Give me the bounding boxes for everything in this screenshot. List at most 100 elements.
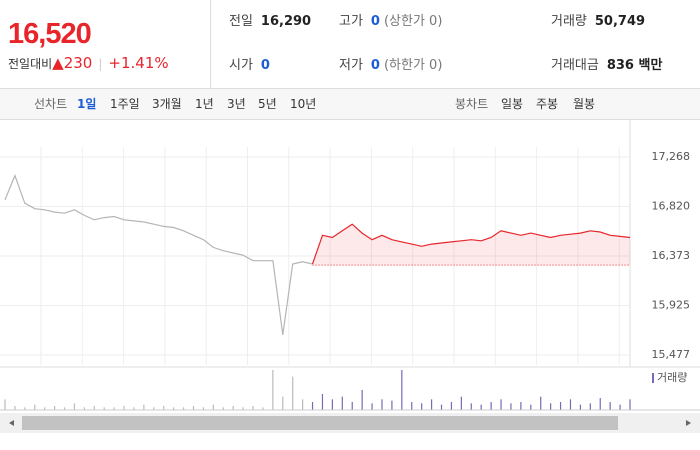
y-tick-label: 16,820 (652, 200, 691, 213)
candle-tab[interactable]: 일봉 (501, 97, 524, 111)
volume-bar (530, 404, 532, 410)
chart: 15,477 15,925 16,373 16,820 17,268 거래량 (0, 120, 700, 433)
stats: 전일 16,290 고가 0 (상한가 0) 거래량 50,749 시가 0 저가 0 (하한가 0)… (210, 0, 700, 88)
tab-group-label: 봉차트 (455, 97, 489, 111)
legend-swatch (652, 373, 654, 383)
stat: 시가 0 (229, 44, 270, 88)
y-tick-label: 16,373 (652, 249, 691, 262)
stat-label: 전일 (229, 14, 253, 29)
change: 전일대비▲230 | +1.41% (8, 54, 169, 72)
volume-bar (371, 403, 373, 410)
stat: 전일 16,290 (229, 0, 311, 44)
stat-note: (하한가 0) (383, 58, 443, 73)
period-tab[interactable]: 3개월 (152, 97, 182, 111)
stat-label: 거래량 (551, 14, 587, 29)
period-tab[interactable]: 1일 (77, 97, 97, 111)
volume-bar (470, 403, 472, 410)
volume-bar (321, 394, 324, 410)
period-tab[interactable]: 5년 (258, 97, 277, 111)
scroll-right[interactable] (686, 420, 691, 426)
quote-header: 16,520 전일대비▲230 | +1.41% 전일 16,290 고가 0 (상한가 0… (0, 0, 700, 89)
volume-bar (242, 407, 244, 410)
volume-bar (252, 406, 254, 410)
volume-bar (550, 403, 552, 410)
volume-bar (83, 407, 85, 410)
y-tick-label: 15,477 (652, 348, 691, 361)
volume-bar (153, 407, 155, 410)
volume-bar (351, 402, 353, 410)
volume-bar (391, 400, 393, 410)
candle-tab[interactable]: 주봉 (536, 97, 559, 111)
stat-label: 저가 (339, 58, 363, 73)
volume-bar (133, 407, 135, 410)
stat-value: 50,749 (594, 14, 646, 29)
stat: 거래대금 836 백만 (551, 44, 662, 88)
volume-bar (510, 403, 512, 410)
y-tick-label: 15,925 (652, 298, 691, 311)
volume-bar (381, 399, 383, 410)
volume-bar (143, 404, 145, 410)
volume-bar (480, 404, 482, 410)
volume-bar (450, 402, 453, 410)
volume-bar (500, 399, 502, 410)
divider: | (98, 57, 103, 71)
change-amount: 230 (63, 54, 93, 72)
area (312, 224, 630, 266)
volume-bar (173, 407, 175, 410)
change-value: ▲230 (52, 54, 93, 72)
volume-bar (4, 399, 6, 410)
stat: 고가 0 (상한가 0) (339, 0, 442, 44)
price-line (4, 173, 313, 335)
volume-bar (113, 407, 115, 410)
volume-bar (292, 376, 294, 410)
volume-bar (311, 402, 314, 410)
period-tabs: 선차트 1일 1주일 3개월 1년 3년 5년 10년 봉차트 일봉 주봉 월봉 (0, 89, 700, 120)
volume-bar (232, 406, 234, 410)
volume-bar (579, 404, 581, 410)
stat-value: 0 (370, 58, 380, 73)
volume-bar (629, 399, 631, 410)
scroll-left[interactable] (9, 420, 14, 426)
volume-bar (63, 407, 66, 410)
stat-label: 시가 (229, 58, 253, 73)
stats-row: 전일 16,290 고가 0 (상한가 0) 거래량 50,749 (211, 0, 700, 44)
volume-bar (24, 407, 26, 410)
volume-bar (569, 399, 572, 410)
volume-bar (14, 406, 16, 410)
volume-bar (460, 396, 462, 410)
volume-bar (262, 407, 264, 410)
volume-bar (34, 404, 36, 410)
period-tab[interactable]: 3년 (227, 97, 246, 111)
stat: 저가 0 (하한가 0) (339, 44, 442, 88)
stat-value: 0 (370, 14, 380, 29)
volume-bar (123, 406, 125, 410)
period-tab[interactable]: 10년 (290, 97, 317, 111)
volume-bar (163, 406, 165, 410)
volume-bar (490, 402, 492, 410)
change-pct: +1.41% (108, 54, 169, 72)
volume-bar (341, 396, 343, 410)
volume-bar (401, 370, 403, 410)
volume-bar (361, 390, 363, 410)
scrollbar-thumb[interactable] (22, 416, 618, 430)
volume-bar (599, 398, 601, 410)
period-tab[interactable]: 1주일 (110, 97, 140, 111)
volume-bar (540, 396, 542, 410)
volume-bar (212, 404, 214, 410)
volume-bar (103, 407, 105, 410)
volume-bar (54, 406, 56, 410)
stat-value: 16,290 (260, 14, 312, 29)
stat-label: 거래대금 (551, 58, 599, 73)
legend-label: 거래량 (657, 371, 687, 384)
period-tab[interactable]: 1년 (195, 97, 214, 111)
volume-bar (520, 402, 522, 410)
volume-bar (44, 407, 46, 410)
candle-tab[interactable]: 월봉 (573, 97, 596, 111)
volume-bar (302, 399, 304, 410)
volume-bar (182, 407, 185, 410)
volume-bar (609, 402, 611, 410)
price-line (311, 223, 631, 265)
stat-note: (상한가 0) (383, 14, 443, 29)
y-tick-label: 17,268 (652, 150, 691, 163)
volume-bar (440, 404, 443, 410)
